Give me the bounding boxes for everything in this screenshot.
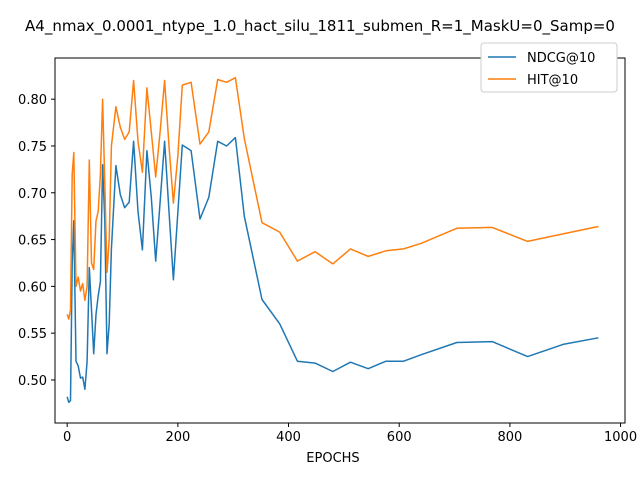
y-tick-label: 0.50 bbox=[18, 374, 47, 389]
y-tick-label: 0.80 bbox=[18, 93, 47, 108]
legend-label-hit: HIT@10 bbox=[527, 73, 578, 88]
legend-label-ndcg: NDCG@10 bbox=[527, 51, 595, 66]
x-tick-label: 1000 bbox=[604, 430, 637, 445]
series-line-hit bbox=[66, 76, 599, 320]
x-tick-label: 800 bbox=[497, 430, 522, 445]
x-tick-label: 0 bbox=[63, 430, 71, 445]
x-axis-label: EPOCHS bbox=[306, 451, 359, 466]
y-tick-label: 0.70 bbox=[18, 187, 47, 202]
series-layer bbox=[66, 76, 599, 404]
chart-title: A4_nmax_0.0001_ntype_1.0_hact_silu_1811_… bbox=[25, 17, 615, 36]
x-tick-label: 400 bbox=[276, 430, 301, 445]
y-tick-label: 0.65 bbox=[18, 234, 47, 249]
x-tick-label: 200 bbox=[165, 430, 190, 445]
plot-frame bbox=[54, 57, 626, 424]
x-tick-label: 600 bbox=[387, 430, 412, 445]
series-line-ndcg bbox=[66, 136, 599, 404]
y-tick-label: 0.60 bbox=[18, 280, 47, 295]
axes: 0 200 400 600 800 1000 0.50 0.55 0.60 0.65 0.70 0.7… bbox=[18, 93, 637, 445]
y-tick-label: 0.55 bbox=[18, 327, 47, 342]
y-tick-label: 0.75 bbox=[18, 140, 47, 155]
legend: NDCG@10 HIT@10 bbox=[480, 42, 618, 93]
